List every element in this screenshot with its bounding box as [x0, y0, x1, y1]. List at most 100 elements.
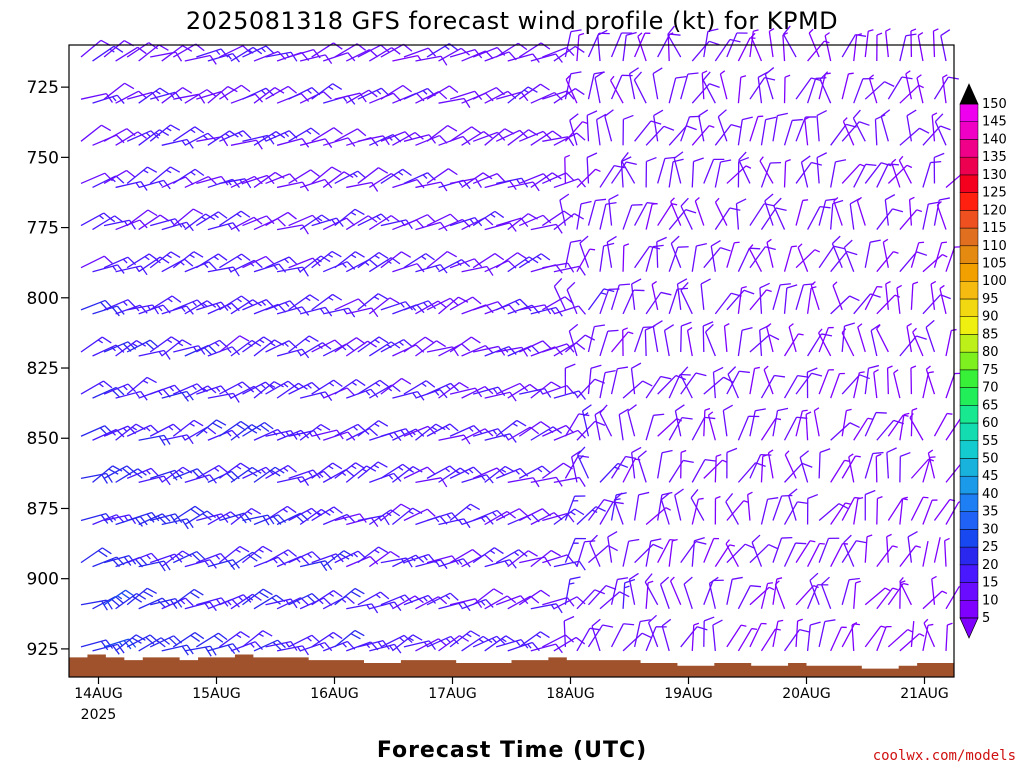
wind-barb — [484, 559, 517, 569]
wind-barb — [207, 392, 240, 403]
wind-barb — [507, 477, 540, 488]
wind-barb — [680, 449, 687, 479]
wind-barb — [783, 501, 809, 525]
wind-barb — [472, 588, 504, 606]
wind-barb — [591, 618, 601, 652]
wind-barb — [519, 214, 552, 227]
wind-barb — [934, 113, 947, 146]
wind-barb — [495, 382, 529, 395]
wind-barb — [774, 580, 786, 610]
wind-barb — [472, 253, 505, 269]
wind-barb — [886, 365, 893, 395]
wind-barb — [172, 126, 205, 142]
wind-barb — [818, 72, 831, 100]
wind-barb — [599, 501, 624, 525]
wind-barb — [673, 151, 684, 184]
wind-barb — [576, 540, 596, 567]
wind-barb — [656, 236, 667, 268]
wind-barb — [680, 366, 693, 399]
wind-barb — [207, 130, 239, 146]
wind-barb — [830, 502, 851, 525]
wind-barb — [922, 294, 951, 315]
wind-barb — [898, 155, 912, 184]
wind-barb — [704, 323, 716, 357]
wind-barb — [334, 462, 366, 479]
wind-barb — [620, 156, 632, 188]
wind-barb — [749, 289, 772, 311]
x-tick-label: 20AUG — [782, 686, 831, 702]
wind-barb — [161, 434, 194, 445]
wind-barb — [760, 582, 773, 609]
wind-barb — [265, 256, 298, 269]
wind-barb — [818, 619, 836, 648]
wind-barb — [876, 545, 898, 568]
wind-barb — [115, 265, 148, 276]
wind-barb — [622, 289, 645, 315]
wind-barb — [634, 202, 658, 226]
wind-barb — [830, 422, 860, 441]
wind-barb — [660, 492, 671, 525]
wind-barb — [805, 411, 812, 441]
wind-barb — [783, 333, 804, 357]
wind-barb — [115, 592, 147, 610]
wind-barb — [760, 374, 786, 399]
wind-barb — [576, 589, 605, 610]
wind-barb — [645, 507, 671, 526]
colorbar-label: 135 — [982, 150, 1007, 165]
wind-barb — [680, 282, 693, 315]
wind-barb — [760, 417, 782, 441]
wind-barb — [218, 335, 250, 353]
wind-barb — [334, 170, 367, 185]
wind-barb — [311, 590, 343, 606]
wind-barb — [311, 250, 342, 269]
wind-barb — [633, 619, 651, 648]
wind-barb — [426, 124, 458, 142]
colorbar-segment — [959, 103, 979, 122]
colorbar-label: 30 — [982, 522, 999, 537]
wind-barb — [553, 390, 586, 400]
wind-barb — [922, 499, 938, 525]
wind-barb — [92, 264, 125, 274]
wind-barb — [945, 246, 960, 272]
colorbar-label: 15 — [982, 576, 999, 591]
wind-barb — [933, 152, 945, 184]
wind-barb — [587, 324, 606, 353]
wind-barb — [772, 536, 793, 563]
wind-barb — [345, 215, 378, 231]
wind-barb — [864, 625, 887, 648]
wind-barb — [899, 251, 928, 273]
wind-barb — [576, 32, 585, 62]
wind-barb — [645, 375, 672, 399]
wind-barb — [207, 85, 238, 104]
wind-barb — [782, 25, 797, 58]
wind-barb — [380, 301, 413, 311]
wind-barb — [115, 219, 148, 231]
colorbar-label: 120 — [982, 203, 1007, 218]
wind-barb — [818, 448, 831, 479]
colorbar-segment — [959, 422, 979, 442]
wind-barb — [345, 340, 377, 357]
wind-barb — [627, 404, 637, 437]
credit-link[interactable]: coolwx.com/models — [873, 748, 1016, 764]
colorbar-label: 150 — [982, 97, 1007, 112]
wind-barb — [622, 204, 643, 230]
wind-barb — [680, 197, 693, 230]
wind-barb — [334, 298, 367, 311]
wind-barb — [832, 281, 843, 311]
wind-barb — [587, 198, 607, 226]
wind-barb — [887, 628, 913, 648]
wind-barb — [288, 551, 321, 564]
wind-barb — [922, 541, 929, 567]
wind-barb — [564, 239, 582, 268]
wind-barb — [392, 304, 425, 315]
wind-barb — [103, 169, 136, 185]
y-tick-label: 775 — [27, 219, 59, 239]
wind-barb — [899, 127, 930, 146]
wind-barb — [426, 382, 459, 395]
wind-barb — [564, 363, 576, 395]
wind-barb — [565, 75, 578, 104]
colorbar-label: 10 — [982, 593, 999, 608]
wind-barb — [184, 132, 217, 146]
wind-barb — [630, 362, 642, 395]
wind-barb — [783, 159, 791, 188]
